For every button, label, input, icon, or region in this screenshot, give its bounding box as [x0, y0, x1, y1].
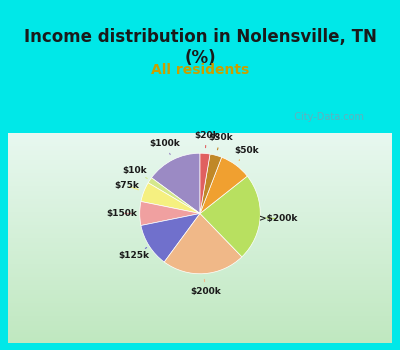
Text: $125k: $125k — [118, 247, 150, 260]
Text: $10k: $10k — [122, 166, 147, 179]
Wedge shape — [200, 154, 222, 214]
Text: >$200k: >$200k — [259, 214, 297, 223]
Wedge shape — [148, 178, 200, 214]
Text: $200k: $200k — [190, 279, 221, 296]
Text: $20k: $20k — [194, 131, 219, 148]
Text: All residents: All residents — [151, 63, 249, 77]
Text: City-Data.com: City-Data.com — [288, 112, 364, 122]
Wedge shape — [141, 183, 200, 214]
Wedge shape — [200, 153, 210, 214]
Text: $150k: $150k — [106, 209, 137, 218]
Text: Income distribution in Nolensville, TN
(%): Income distribution in Nolensville, TN (… — [24, 28, 376, 67]
Wedge shape — [200, 157, 247, 214]
Wedge shape — [152, 153, 200, 214]
Wedge shape — [200, 176, 260, 257]
Text: $75k: $75k — [114, 181, 139, 190]
Wedge shape — [141, 214, 200, 262]
Wedge shape — [140, 202, 200, 225]
Text: $100k: $100k — [149, 139, 180, 155]
Text: $30k: $30k — [208, 133, 233, 150]
Text: $50k: $50k — [234, 146, 259, 160]
Wedge shape — [164, 214, 242, 274]
